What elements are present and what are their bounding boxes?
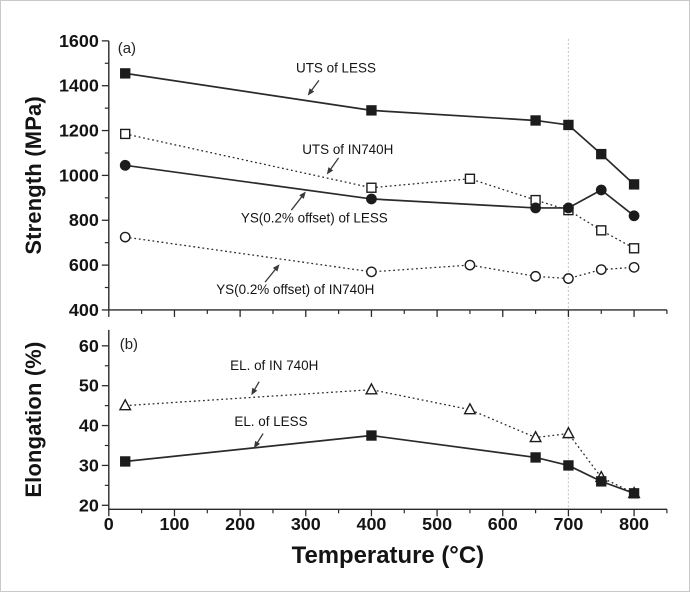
- axis-lines: [108, 40, 667, 311]
- y-axis-title-strength: Strength (MPa): [21, 96, 46, 255]
- series-line-ys-0-2-offset-of-less: [125, 164, 635, 217]
- annotation-label: EL. of LESS: [234, 414, 307, 429]
- y-tick-label: 40: [79, 416, 99, 436]
- marker-square-filled: [366, 430, 377, 441]
- y-tick-label: 30: [79, 455, 99, 475]
- annotation-arrow-head: [253, 440, 261, 449]
- x-tick-label: 0: [104, 514, 114, 534]
- marker-triangle-open: [118, 398, 132, 411]
- marker-circle-filled: [595, 184, 607, 196]
- marker-square-filled: [628, 488, 640, 499]
- series-markers-el-of-in-740h: [118, 382, 641, 499]
- annotation-label: UTS of LESS: [296, 60, 376, 75]
- y-tick-label: 60: [79, 336, 99, 356]
- annotation-arrow-head: [307, 88, 315, 96]
- marker-square-filled: [530, 115, 541, 126]
- annotation-arrow-head: [326, 167, 334, 175]
- x-tick-label: 400: [356, 514, 386, 534]
- marker-circle-open: [595, 264, 607, 275]
- series-line-ys-0-2-offset-of-in740h: [125, 236, 635, 280]
- panel-a-tag: (a): [118, 40, 136, 57]
- marker-square-filled: [120, 68, 131, 79]
- y-tick-label: 1000: [59, 165, 99, 185]
- marker-circle-filled: [628, 210, 640, 222]
- marker-circle-filled: [366, 193, 377, 205]
- marker-square-filled: [563, 119, 574, 131]
- marker-circle-open: [628, 261, 640, 273]
- marker-square-filled: [530, 452, 541, 463]
- x-tick-label: 800: [619, 514, 649, 534]
- marker-triangle-open: [561, 426, 575, 439]
- x-tick-label: 200: [225, 514, 255, 534]
- y-tick-label: 20: [79, 495, 99, 515]
- panel-b-tag: (b): [120, 336, 138, 353]
- x-tick-label: 300: [291, 514, 321, 534]
- x-tick-label: 500: [422, 514, 452, 534]
- y-tick-label: 400: [69, 300, 99, 320]
- annotation-arrow-head: [272, 264, 280, 272]
- panel-a: 400 600 800 1000 1200 1400 1600 UTS of LESS UTS …: [59, 31, 668, 320]
- annotation-label: EL. of IN 740H: [230, 358, 318, 373]
- marker-circle-filled: [530, 202, 541, 214]
- y-axis-title-elongation: Elongation (%): [21, 342, 46, 498]
- marker-square-open: [628, 243, 640, 254]
- x-axis-title: Temperature (°C): [292, 542, 484, 569]
- annotation-arrow-head: [299, 191, 306, 199]
- marker-square-filled: [596, 476, 607, 487]
- y-tick-label: 600: [69, 255, 99, 275]
- annotation-label: YS(0.2% offset) of IN740H: [216, 282, 374, 297]
- annotation-label: YS(0.2% offset) of LESS: [241, 210, 388, 225]
- axis-lines: [108, 329, 667, 510]
- marker-square-open: [596, 225, 607, 236]
- marker-square-open: [366, 182, 377, 193]
- series-markers-uts-of-less: [120, 68, 640, 190]
- marker-circle-open: [530, 270, 541, 282]
- marker-square-filled: [628, 179, 640, 190]
- x-tick-label: 600: [488, 514, 518, 534]
- series-markers-el-of-less: [120, 430, 640, 499]
- marker-square-filled: [120, 456, 131, 467]
- marker-circle-open: [366, 266, 377, 278]
- y-tick-label: 1200: [59, 121, 99, 141]
- marker-triangle-open: [364, 382, 378, 395]
- y-tick-label: 800: [69, 210, 99, 230]
- marker-square-open: [120, 128, 131, 140]
- series-markers-ys-0-2-offset-of-less: [119, 159, 640, 222]
- x-tick-label: 700: [553, 514, 583, 534]
- series-line-uts-of-less: [125, 72, 635, 186]
- marker-circle-open: [464, 259, 476, 271]
- annotation-arrow-head: [251, 387, 258, 396]
- annotation-label: UTS of IN740H: [302, 142, 393, 157]
- y-tick-label: 50: [79, 376, 99, 396]
- marker-triangle-open: [529, 430, 543, 443]
- marker-circle-filled: [119, 159, 131, 171]
- y-tick-label: 1600: [59, 31, 99, 51]
- x-tick-label: 100: [160, 514, 190, 534]
- series-line-el-of-less: [125, 434, 635, 495]
- series-markers-ys-0-2-offset-of-in740h: [119, 231, 640, 284]
- marker-circle-filled: [563, 202, 574, 214]
- marker-circle-open: [563, 273, 574, 284]
- marker-square-open: [464, 173, 476, 184]
- y-tick-label: 1400: [59, 76, 99, 96]
- marker-circle-open: [119, 231, 131, 243]
- series-line-el-of-in-740h: [125, 389, 635, 494]
- marker-triangle-open: [463, 402, 477, 415]
- marker-square-filled: [366, 105, 377, 116]
- marker-square-filled: [563, 460, 574, 471]
- marker-square-filled: [596, 148, 607, 160]
